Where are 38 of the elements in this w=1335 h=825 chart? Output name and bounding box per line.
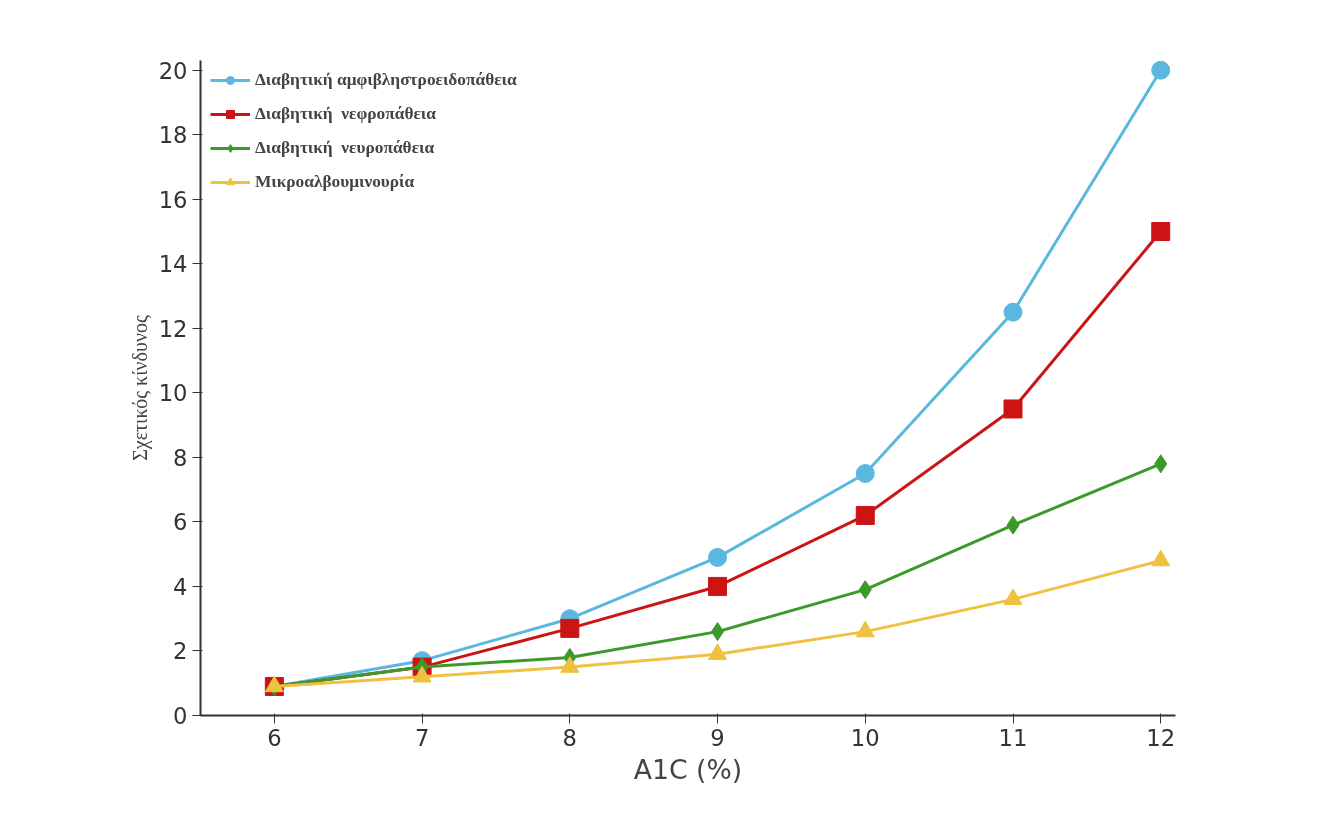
x-tick-label: 9 [710, 724, 725, 751]
point [1006, 515, 1020, 535]
x-tick-label: 10 [850, 724, 880, 751]
point [711, 622, 725, 642]
y-axis-title: Σχετικός κίνδυνος [128, 315, 152, 461]
legend-label: Διαβητική νεφροπάθεια [255, 104, 436, 124]
x-axis-title: A1C (%) [633, 753, 743, 785]
point [1003, 302, 1023, 322]
point [1003, 399, 1023, 419]
y-tick-label: 4 [173, 573, 188, 600]
x-tick-label: 7 [414, 724, 430, 751]
point [1003, 588, 1023, 606]
point [858, 580, 872, 600]
y-tick-label: 0 [173, 703, 188, 729]
y-tick-label: 16 [158, 186, 188, 213]
x-tick-label: 8 [562, 724, 578, 751]
y-tick-label: 2 [173, 638, 188, 665]
y-tick-label: 18 [158, 122, 188, 149]
y-tick-label: 6 [173, 509, 188, 536]
legend-label: Μικροαλβουμινουρία [255, 172, 415, 192]
point [708, 576, 728, 596]
x-tick-label: 12 [1146, 724, 1176, 751]
y-tick-label: 12 [158, 315, 188, 342]
y-tick-label: 8 [173, 444, 188, 471]
legend-label: Διαβητική νευροπάθεια [255, 138, 435, 158]
point [855, 464, 875, 483]
legend-label: Διαβητική αμφιβληστροειδοπάθεια [255, 70, 517, 90]
y-tick-label: 10 [158, 380, 188, 407]
y-tick-label: 14 [158, 251, 188, 278]
point [1154, 454, 1168, 474]
point [855, 505, 875, 525]
point [1151, 60, 1171, 80]
y-tick-label: 20 [158, 57, 188, 84]
point [560, 618, 580, 638]
point [1151, 222, 1171, 242]
x-tick-label: 11 [998, 724, 1028, 751]
x-tick-label: 6 [267, 724, 282, 751]
point [708, 547, 728, 567]
